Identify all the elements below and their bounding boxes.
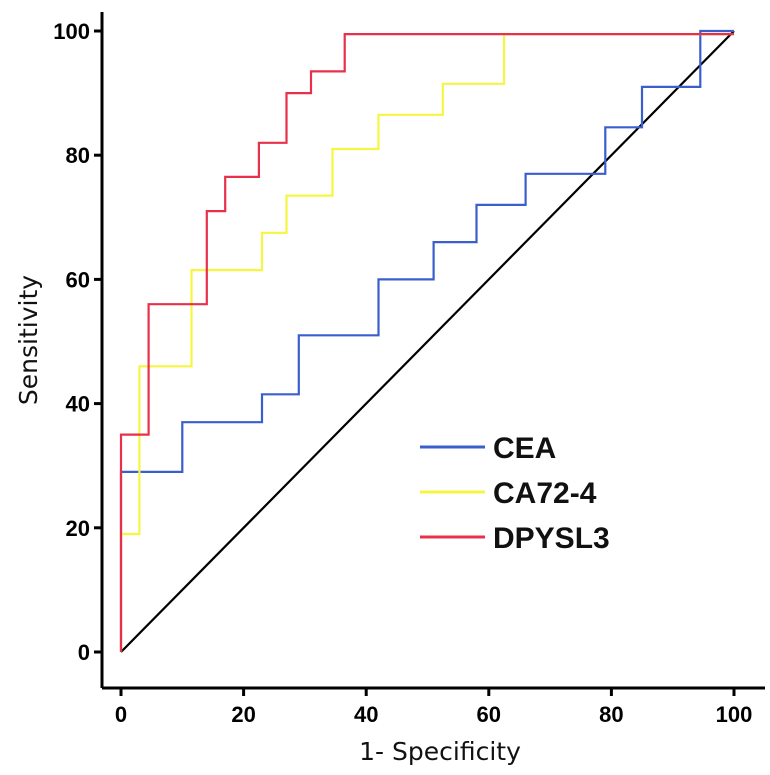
x-tick-label: 100 xyxy=(716,702,753,727)
legend-label-cea: CEA xyxy=(493,432,556,465)
series-line-cea xyxy=(119,29,734,652)
x-axis-title: 1- Specificity xyxy=(359,737,521,766)
reference-line-layer xyxy=(120,30,735,653)
legend-label-dpysl3: DPYSL3 xyxy=(493,522,610,555)
series-layer xyxy=(119,29,734,652)
legend-label-ca72-4: CA72-4 xyxy=(493,477,597,510)
axes: 0 20 40 60 80 100 0 20 40 60 80 100 xyxy=(53,12,765,727)
series-line-dpysl3 xyxy=(119,32,734,652)
x-tick-label: 0 xyxy=(115,702,127,727)
legend: CEA CA72-4 DPYSL3 xyxy=(420,432,610,555)
y-tick-label: 0 xyxy=(78,640,90,665)
x-tick-label: 40 xyxy=(354,702,378,727)
y-tick-label: 80 xyxy=(66,143,90,168)
y-axis-title: Sensitivity xyxy=(14,275,43,405)
y-tick-label: 20 xyxy=(66,516,90,541)
series-line-ca72-4 xyxy=(119,32,734,652)
x-tick-label: 60 xyxy=(477,702,501,727)
y-tick-label: 100 xyxy=(53,19,90,44)
y-tick-label: 60 xyxy=(66,267,90,292)
y-tick-label: 40 xyxy=(66,392,90,417)
x-tick-label: 80 xyxy=(599,702,623,727)
x-tick-label: 20 xyxy=(231,702,255,727)
reference-diagonal-line xyxy=(120,30,735,653)
